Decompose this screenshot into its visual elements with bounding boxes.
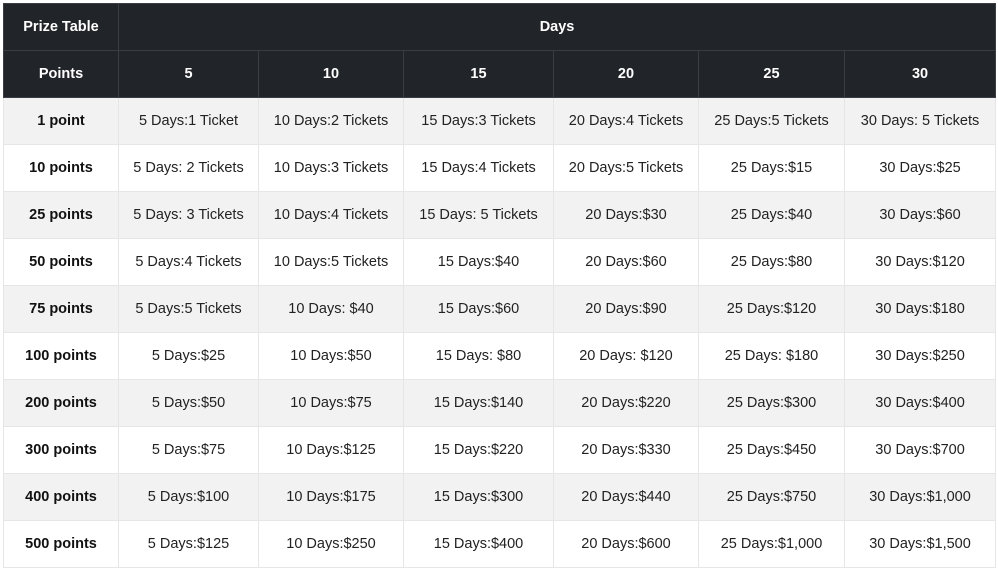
day-column-header: 30 — [843, 50, 997, 98]
table-row: 50 points 5 Days:4 Tickets 10 Days:5 Ticke… — [3, 238, 997, 286]
prize-cell: 20 Days:$330 — [553, 426, 699, 474]
prize-cell: 5 Days:$25 — [118, 332, 259, 380]
prize-cell: 5 Days:1 Ticket — [118, 97, 259, 145]
prize-cell: 25 Days:$120 — [698, 285, 845, 333]
day-column-header: 15 — [403, 50, 554, 98]
table-row: 200 points 5 Days:$50 10 Days:$75 15 Days:$… — [3, 379, 997, 427]
prize-cell: 30 Days:$1,500 — [843, 520, 997, 568]
prize-cell: 10 Days:$125 — [258, 426, 404, 474]
day-column-header: 25 — [698, 50, 845, 98]
day-column-header: 10 — [258, 50, 404, 98]
prize-cell: 30 Days:$700 — [843, 426, 997, 474]
points-cell: 1 point — [3, 97, 119, 145]
prize-table: Prize Table Days Points 5 10 15 20 25 30… — [3, 3, 997, 568]
table-row: 500 points 5 Days:$125 10 Days:$250 15 Days… — [3, 520, 997, 568]
prize-cell: 15 Days:$40 — [403, 238, 554, 286]
prize-cell: 25 Days:5 Tickets — [698, 97, 845, 145]
prize-cell: 20 Days:4 Tickets — [553, 97, 699, 145]
points-cell: 300 points — [3, 426, 119, 474]
prize-cell: 10 Days:5 Tickets — [258, 238, 404, 286]
points-cell: 400 points — [3, 473, 119, 521]
header-row-columns: Points 5 10 15 20 25 30 — [3, 50, 997, 98]
prize-cell: 20 Days:$30 — [553, 191, 699, 239]
prize-cell: 10 Days:$250 — [258, 520, 404, 568]
points-cell: 200 points — [3, 379, 119, 427]
corner-header: Prize Table — [3, 3, 119, 51]
prize-cell: 20 Days:5 Tickets — [553, 144, 699, 192]
prize-cell: 15 Days:4 Tickets — [403, 144, 554, 192]
prize-cell: 15 Days:$400 — [403, 520, 554, 568]
prize-cell: 25 Days:$1,000 — [698, 520, 845, 568]
prize-cell: 30 Days:$250 — [843, 332, 997, 380]
points-cell: 10 points — [3, 144, 119, 192]
prize-cell: 15 Days:$60 — [403, 285, 554, 333]
prize-cell: 5 Days:$50 — [118, 379, 259, 427]
prize-cell: 30 Days:$60 — [843, 191, 997, 239]
points-cell: 100 points — [3, 332, 119, 380]
points-cell: 50 points — [3, 238, 119, 286]
points-cell: 500 points — [3, 520, 119, 568]
prize-cell: 10 Days:3 Tickets — [258, 144, 404, 192]
prize-cell: 25 Days:$15 — [698, 144, 845, 192]
prize-cell: 30 Days:$1,000 — [843, 473, 997, 521]
prize-cell: 20 Days:$440 — [553, 473, 699, 521]
points-column-header: Points — [3, 50, 119, 98]
prize-cell: 15 Days:$220 — [403, 426, 554, 474]
prize-cell: 20 Days: $120 — [553, 332, 699, 380]
prize-cell: 15 Days:$300 — [403, 473, 554, 521]
day-column-header: 20 — [553, 50, 699, 98]
prize-cell: 5 Days:$75 — [118, 426, 259, 474]
prize-cell: 5 Days: 2 Tickets — [118, 144, 259, 192]
table-body: 1 point 5 Days:1 Ticket 10 Days:2 Tickets 1… — [3, 97, 997, 568]
prize-cell: 30 Days:$120 — [843, 238, 997, 286]
prize-cell: 5 Days:$100 — [118, 473, 259, 521]
days-group-header: Days — [117, 3, 997, 51]
day-column-header: 5 — [118, 50, 259, 98]
prize-cell: 10 Days: $40 — [258, 285, 404, 333]
prize-cell: 25 Days:$450 — [698, 426, 845, 474]
prize-cell: 30 Days: 5 Tickets — [843, 97, 997, 145]
prize-cell: 30 Days:$180 — [843, 285, 997, 333]
table-row: 25 points 5 Days: 3 Tickets 10 Days:4 Tick… — [3, 191, 997, 239]
table-row: 100 points 5 Days:$25 10 Days:$50 15 Days: … — [3, 332, 997, 380]
prize-cell: 5 Days: 3 Tickets — [118, 191, 259, 239]
prize-cell: 30 Days:$25 — [843, 144, 997, 192]
prize-cell: 5 Days:5 Tickets — [118, 285, 259, 333]
points-cell: 75 points — [3, 285, 119, 333]
prize-cell: 25 Days:$80 — [698, 238, 845, 286]
header-row-group: Prize Table Days — [3, 3, 997, 51]
table-row: 400 points 5 Days:$100 10 Days:$175 15 Days… — [3, 473, 997, 521]
prize-cell: 20 Days:$60 — [553, 238, 699, 286]
table-row: 75 points 5 Days:5 Tickets 10 Days: $40 15 … — [3, 285, 997, 333]
prize-cell: 10 Days:$50 — [258, 332, 404, 380]
prize-cell: 15 Days:3 Tickets — [403, 97, 554, 145]
prize-cell: 25 Days:$300 — [698, 379, 845, 427]
points-cell: 25 points — [3, 191, 119, 239]
prize-cell: 5 Days:$125 — [118, 520, 259, 568]
table-row: 10 points 5 Days: 2 Tickets 10 Days:3 Tick… — [3, 144, 997, 192]
prize-cell: 10 Days:4 Tickets — [258, 191, 404, 239]
table-header: Prize Table Days Points 5 10 15 20 25 30 — [3, 3, 997, 98]
prize-cell: 25 Days:$40 — [698, 191, 845, 239]
prize-cell: 15 Days: 5 Tickets — [403, 191, 554, 239]
prize-cell: 10 Days:$175 — [258, 473, 404, 521]
prize-cell: 10 Days:2 Tickets — [258, 97, 404, 145]
table-row: 1 point 5 Days:1 Ticket 10 Days:2 Tickets 1… — [3, 97, 997, 145]
prize-cell: 25 Days:$750 — [698, 473, 845, 521]
prize-cell: 30 Days:$400 — [843, 379, 997, 427]
prize-cell: 25 Days: $180 — [698, 332, 845, 380]
prize-cell: 15 Days: $80 — [403, 332, 554, 380]
prize-cell: 10 Days:$75 — [258, 379, 404, 427]
table-row: 300 points 5 Days:$75 10 Days:$125 15 Days:… — [3, 426, 997, 474]
prize-cell: 20 Days:$90 — [553, 285, 699, 333]
prize-cell: 20 Days:$600 — [553, 520, 699, 568]
prize-cell: 5 Days:4 Tickets — [118, 238, 259, 286]
prize-cell: 20 Days:$220 — [553, 379, 699, 427]
prize-cell: 15 Days:$140 — [403, 379, 554, 427]
